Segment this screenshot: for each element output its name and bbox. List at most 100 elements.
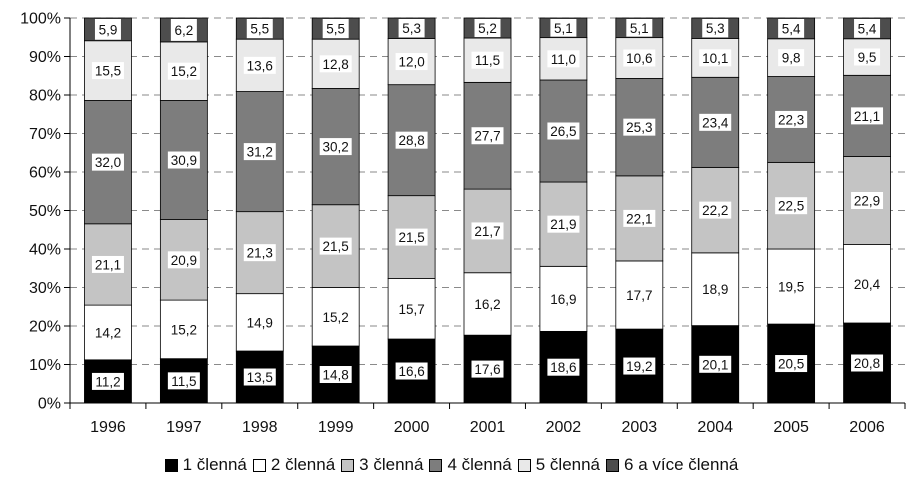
data-label: 15,2: [323, 310, 349, 325]
data-label-box: [775, 278, 808, 296]
data-label: 22,5: [778, 199, 804, 214]
data-label: 5,1: [630, 21, 649, 36]
legend-label: 5 členná: [535, 455, 601, 474]
legend-swatch: [252, 458, 266, 472]
data-label: 16,9: [550, 292, 576, 307]
data-label-box: [319, 366, 352, 384]
data-label: 21,1: [854, 109, 880, 124]
legend-label: 3 členná: [359, 455, 424, 474]
x-tick-label: 2004: [697, 419, 733, 436]
data-label-box: [778, 49, 805, 67]
data-label: 31,2: [247, 145, 273, 160]
data-label-box: [395, 131, 428, 149]
data-label-box: [547, 50, 580, 68]
data-label: 10,1: [702, 51, 728, 66]
x-tick-label: 2002: [546, 419, 582, 436]
data-label: 5,3: [706, 21, 725, 36]
x-tick-label: 2006: [849, 419, 885, 436]
x-tick-label: 1996: [90, 419, 126, 436]
data-label-box: [775, 110, 808, 128]
data-label: 15,5: [95, 64, 121, 79]
legend-item: 3 členná: [341, 455, 423, 475]
data-label-box: [623, 209, 656, 227]
data-label-box: [91, 153, 124, 171]
y-tick-label: 90%: [29, 49, 61, 66]
x-tick-label: 2001: [470, 419, 506, 436]
data-label: 21,5: [398, 230, 424, 245]
legend-swatch: [429, 458, 443, 472]
data-label: 17,6: [474, 362, 500, 377]
legend-item: 5 členná: [517, 455, 601, 475]
data-label-box: [398, 19, 425, 38]
legend-swatch: [341, 458, 355, 472]
data-label: 5,3: [402, 21, 421, 36]
legend-item: 4 členná: [429, 455, 512, 475]
data-label-box: [91, 372, 124, 390]
y-tick-label: 50%: [29, 203, 61, 220]
data-label-box: [547, 358, 580, 376]
data-label: 22,3: [778, 112, 804, 127]
data-label: 21,5: [323, 239, 349, 254]
data-label: 11,5: [171, 374, 196, 389]
data-label-box: [775, 197, 808, 215]
data-label: 10,6: [626, 51, 652, 66]
data-label-box: [395, 53, 428, 71]
data-label-box: [167, 320, 200, 338]
data-label: 16,6: [398, 364, 424, 379]
data-label: 20,5: [778, 357, 804, 372]
data-label: 11,0: [551, 52, 576, 67]
data-label: 14,8: [323, 368, 349, 383]
data-label: 28,8: [398, 133, 424, 148]
data-label-box: [319, 237, 352, 255]
data-label: 17,7: [626, 288, 652, 303]
x-tick-label: 1997: [166, 419, 202, 436]
data-label: 9,5: [858, 50, 877, 65]
data-label: 21,7: [474, 224, 500, 239]
data-label: 13,6: [247, 58, 273, 73]
chart-legend: 1 členná 2 členná 3 členná 4 členná 5 členná…: [0, 455, 909, 477]
data-label: 20,9: [171, 253, 197, 268]
y-tick-label: 0%: [38, 396, 61, 413]
data-label-box: [319, 308, 352, 326]
legend-item: 6 a více členná: [606, 455, 738, 475]
data-label: 15,2: [171, 64, 197, 79]
data-label: 6,2: [174, 23, 193, 38]
y-tick-label: 80%: [29, 88, 61, 105]
legend-swatch: [517, 458, 531, 472]
data-label: 18,9: [702, 282, 728, 297]
data-label-box: [243, 313, 276, 331]
data-label-box: [167, 151, 200, 169]
data-label-box: [94, 19, 121, 40]
data-label: 11,5: [475, 53, 500, 68]
data-label-box: [395, 300, 428, 318]
data-label-box: [471, 127, 504, 145]
data-label-box: [699, 201, 732, 219]
data-label: 26,5: [550, 124, 576, 139]
data-label: 5,1: [554, 21, 573, 36]
y-tick-label: 10%: [29, 357, 61, 374]
data-label: 5,9: [99, 22, 118, 37]
data-label: 16,2: [474, 297, 500, 312]
data-label: 13,5: [247, 370, 273, 385]
data-label-box: [474, 19, 501, 38]
legend-item: 1 členná: [164, 455, 247, 475]
legend-label: 1 členná: [182, 455, 247, 474]
x-tick-label: 2000: [394, 419, 430, 436]
y-tick-label: 70%: [29, 126, 61, 143]
data-label-box: [322, 19, 349, 39]
data-label-box: [167, 372, 200, 390]
legend-item: 2 členná: [252, 455, 335, 475]
y-tick-label: 60%: [29, 165, 61, 182]
data-label: 5,5: [326, 22, 345, 37]
data-label-box: [626, 19, 653, 37]
y-tick-label: 40%: [29, 242, 61, 259]
data-label-box: [167, 62, 200, 80]
data-label: 12,0: [398, 55, 424, 70]
data-label-box: [170, 19, 197, 41]
data-label: 30,9: [171, 153, 197, 168]
data-label-box: [471, 295, 504, 313]
data-label-box: [851, 275, 884, 293]
data-label-box: [91, 62, 124, 80]
data-label: 15,7: [398, 302, 424, 317]
